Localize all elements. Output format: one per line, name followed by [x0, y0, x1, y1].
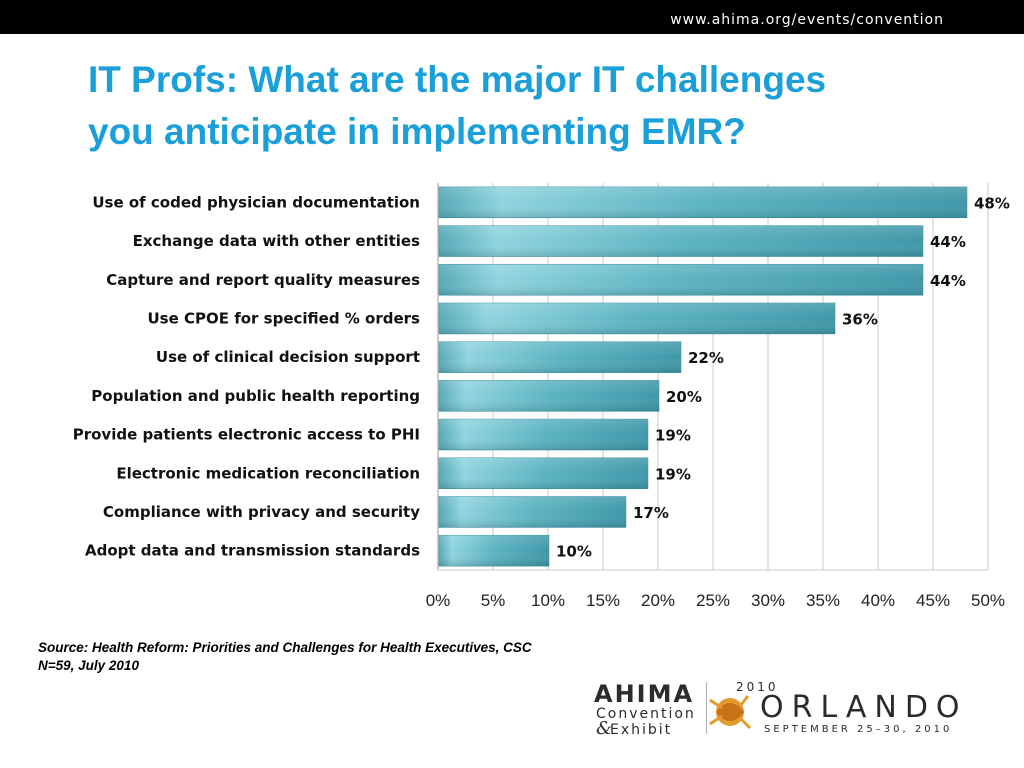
bar-shade: [439, 225, 923, 257]
bar-shade: [439, 341, 681, 373]
value-label: 22%: [688, 349, 724, 367]
category-label: Use of coded physician documentation: [92, 193, 420, 211]
bar-shade: [439, 419, 648, 451]
source-note: Source: Health Reform: Priorities and Ch…: [38, 639, 532, 675]
value-label: 44%: [930, 272, 966, 290]
bar-shade: [439, 535, 549, 567]
title-line-1: IT Profs: What are the major IT challeng…: [88, 59, 827, 100]
title-line-2: you anticipate in implementing EMR?: [88, 111, 746, 152]
x-tick-label: 20%: [641, 591, 675, 610]
x-tick-label: 15%: [586, 591, 620, 610]
bar-shade: [439, 380, 659, 412]
category-label: Capture and report quality measures: [106, 271, 420, 289]
category-label: Compliance with privacy and security: [103, 503, 420, 521]
category-label: Population and public health reporting: [91, 387, 420, 405]
x-tick-label: 10%: [531, 591, 565, 610]
category-label: Use CPOE for specified % orders: [148, 309, 421, 327]
bar-shade: [439, 186, 967, 218]
orlando-sun-icon: [709, 695, 752, 730]
bar-shade: [439, 302, 835, 334]
logo-ampersand: &: [596, 718, 613, 739]
value-labels: 48% 44% 44% 36% 22% 20% 19% 19% 17% 10%: [556, 194, 1010, 560]
value-label: 10%: [556, 543, 592, 561]
value-label: 19%: [655, 427, 691, 445]
x-tick-label: 25%: [696, 591, 730, 610]
bar-shade: [439, 264, 923, 296]
source-line-2: N=59, July 2010: [38, 658, 139, 673]
x-tick-label: 30%: [751, 591, 785, 610]
header-bar: www.ahima.org/events/convention: [0, 0, 1024, 34]
slide-title: IT Profs: What are the major IT challeng…: [88, 54, 948, 158]
category-label: Exchange data with other entities: [133, 232, 420, 250]
ahima-convention-logo: AHIMA Convention & Exhibit 2010 ORLANDO …: [588, 678, 968, 742]
bar-shade: [439, 496, 626, 528]
value-label: 20%: [666, 388, 702, 406]
logo-dates: SEPTEMBER 25–30, 2010: [764, 724, 953, 735]
x-tick-label: 50%: [971, 591, 1005, 610]
logo-exhibit: Exhibit: [610, 722, 673, 738]
category-label: Electronic medication reconciliation: [116, 464, 420, 482]
x-tick-label: 0%: [426, 591, 451, 610]
value-label: 17%: [633, 504, 669, 522]
source-line-1: Source: Health Reform: Priorities and Ch…: [38, 640, 532, 655]
value-label: 36%: [842, 310, 878, 328]
logo-convention: Convention: [596, 706, 696, 722]
x-tick-label: 5%: [481, 591, 506, 610]
value-label: 44%: [930, 233, 966, 251]
x-tick-label: 40%: [861, 591, 895, 610]
header-url[interactable]: www.ahima.org/events/convention: [670, 12, 944, 28]
bar-shade: [439, 457, 648, 489]
logo-year: 2010: [736, 680, 779, 694]
bar-chart: Use of coded physician documentation Exch…: [73, 183, 1010, 610]
bars: [438, 186, 968, 567]
category-label: Use of clinical decision support: [156, 348, 420, 366]
logo-org: AHIMA: [594, 680, 695, 708]
x-axis-ticks: 0% 5% 10% 15% 20% 25% 30% 35% 40% 45% 50%: [426, 591, 1005, 610]
x-tick-label: 45%: [916, 591, 950, 610]
value-label: 48%: [974, 194, 1010, 212]
logo-city: ORLANDO: [760, 690, 968, 725]
value-label: 19%: [655, 465, 691, 483]
category-label: Provide patients electronic access to PH…: [73, 426, 420, 444]
category-label: Adopt data and transmission standards: [85, 542, 420, 560]
x-tick-label: 35%: [806, 591, 840, 610]
category-labels: Use of coded physician documentation Exch…: [73, 193, 420, 559]
logo-divider: [706, 682, 707, 734]
